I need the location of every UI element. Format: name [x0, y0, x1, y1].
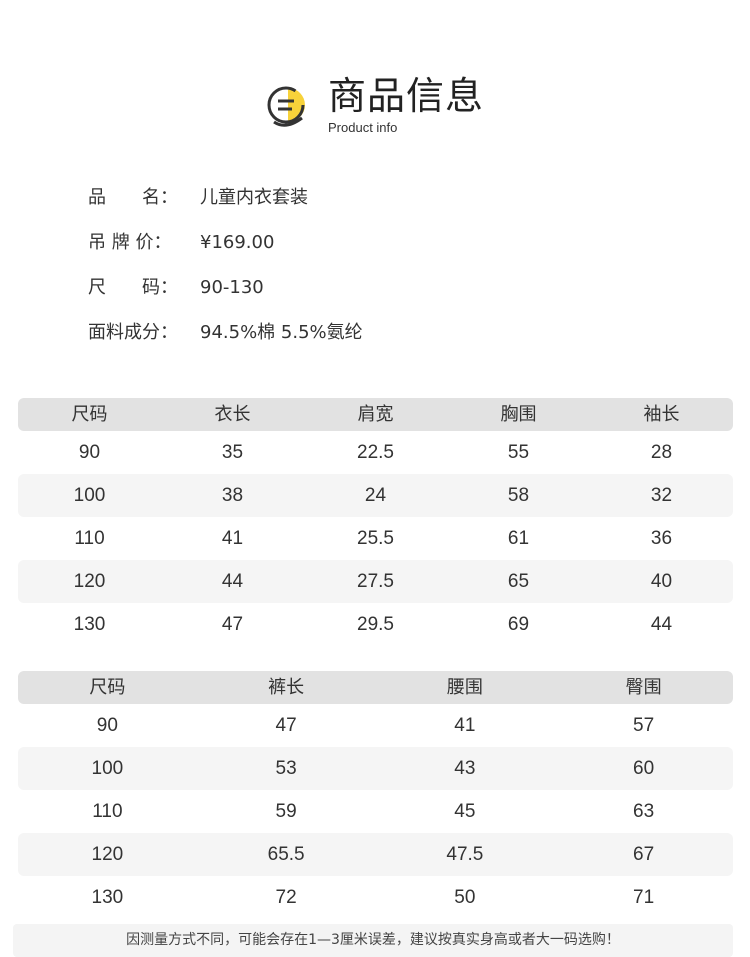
info-label: 面料成分：	[88, 322, 178, 343]
table-cell: 90	[96, 714, 118, 736]
table-cell: 120	[18, 833, 197, 876]
table-cell: 71	[633, 886, 655, 908]
info-label: 品 名：	[88, 187, 178, 208]
bottom-size-table: 尺码 裤长 腰围 臀围 90 47 41 57 100 53 43 60 110 59 45 63 120 65.…	[18, 671, 733, 919]
column-header: 袖长	[590, 398, 733, 431]
info-row-size: 尺 码： 90-130	[88, 276, 363, 300]
info-value: 儿童内衣套装	[200, 187, 308, 208]
info-value: 94.5%棉 5.5%氨纶	[200, 322, 363, 343]
table-header: 尺码 裤长 腰围 臀围	[18, 671, 733, 704]
table-cell: 28	[650, 441, 673, 463]
table-cell: 29.5	[357, 613, 394, 635]
table-cell: 47.5	[375, 833, 555, 876]
info-label: 吊 牌 价：	[88, 232, 172, 253]
table-cell: 63	[633, 800, 655, 822]
info-row-price: 吊 牌 价： ¥169.00	[88, 231, 363, 255]
table-cell: 22.5	[357, 441, 394, 463]
table-cell: 110	[74, 527, 105, 549]
column-header: 尺码	[18, 398, 161, 431]
table-row: 120 44 27.5 65 40	[18, 560, 733, 603]
info-value: ¥169.00	[200, 232, 275, 253]
table-cell: 110	[92, 800, 123, 822]
table-cell: 90	[78, 441, 101, 463]
table-cell: 41	[454, 714, 476, 736]
table-cell: 44	[161, 560, 304, 603]
info-value: 90-130	[200, 277, 264, 298]
table-cell: 60	[554, 747, 733, 790]
table-row: 110 59 45 63	[18, 790, 733, 833]
table-row: 110 41 25.5 61 36	[18, 517, 733, 560]
table-cell: 43	[375, 747, 555, 790]
table-row: 100 53 43 60	[18, 747, 733, 790]
column-header: 衣长	[161, 398, 304, 431]
table-cell: 72	[275, 886, 297, 908]
table-cell: 36	[650, 527, 673, 549]
table-cell: 100	[18, 747, 197, 790]
table-cell: 35	[221, 441, 244, 463]
table-cell: 69	[507, 613, 530, 635]
table-row: 90 47 41 57	[18, 704, 733, 747]
column-header: 尺码	[18, 671, 197, 704]
info-label: 尺 码：	[88, 277, 178, 298]
table-cell: 44	[650, 613, 673, 635]
list-icon	[267, 86, 305, 127]
table-cell: 40	[590, 560, 733, 603]
table-cell: 130	[73, 613, 106, 635]
info-row-fabric: 面料成分： 94.5%棉 5.5%氨纶	[88, 321, 363, 345]
info-list: 品 名： 儿童内衣套装 吊 牌 价： ¥169.00 尺 码： 90-130 面料成分…	[88, 186, 363, 345]
table-cell: 100	[18, 474, 161, 517]
table-cell: 65.5	[196, 833, 376, 876]
column-header: 肩宽	[304, 398, 447, 431]
table-cell: 65	[447, 560, 590, 603]
table-row: 130 47 29.5 69 44	[18, 603, 733, 646]
table-cell: 27.5	[304, 560, 447, 603]
table-cell: 61	[507, 527, 530, 549]
column-header: 腰围	[375, 671, 555, 704]
table-cell: 41	[221, 527, 244, 549]
column-header: 臀围	[554, 671, 733, 704]
table-cell: 59	[275, 800, 297, 822]
table-cell: 25.5	[357, 527, 394, 549]
table-row: 130 72 50 71	[18, 876, 733, 919]
table-cell: 130	[91, 886, 124, 908]
table-cell: 47	[221, 613, 244, 635]
measurement-note: 因测量方式不同，可能会存在1—3厘米误差，建议按真实身高或者大一码选购！	[13, 924, 733, 957]
top-size-table: 尺码 衣长 肩宽 胸围 袖长 90 35 22.5 55 28 100 38 24 58 32 110 41 25…	[18, 398, 733, 646]
table-cell: 55	[507, 441, 530, 463]
section-header: 商品信息 Product info	[264, 74, 484, 136]
section-title: 商品信息	[328, 74, 485, 118]
table-cell: 47	[275, 714, 297, 736]
table-row: 90 35 22.5 55 28	[18, 431, 733, 474]
table-header: 尺码 衣长 肩宽 胸围 袖长	[18, 398, 733, 431]
column-header: 胸围	[447, 398, 590, 431]
info-row-name: 品 名： 儿童内衣套装	[88, 186, 363, 210]
table-cell: 38	[161, 474, 304, 517]
table-cell: 120	[18, 560, 161, 603]
table-cell: 32	[590, 474, 733, 517]
section-heading: 商品信息 Product info	[328, 74, 484, 136]
table-cell: 67	[554, 833, 733, 876]
column-header: 裤长	[196, 671, 376, 704]
table-cell: 57	[633, 714, 655, 736]
table-row: 120 65.5 47.5 67	[18, 833, 733, 876]
section-subtitle: Product info	[328, 120, 398, 135]
table-cell: 58	[447, 474, 590, 517]
table-row: 100 38 24 58 32	[18, 474, 733, 517]
table-cell: 45	[454, 800, 476, 822]
table-cell: 53	[196, 747, 376, 790]
table-cell: 24	[304, 474, 447, 517]
table-cell: 50	[454, 886, 476, 908]
